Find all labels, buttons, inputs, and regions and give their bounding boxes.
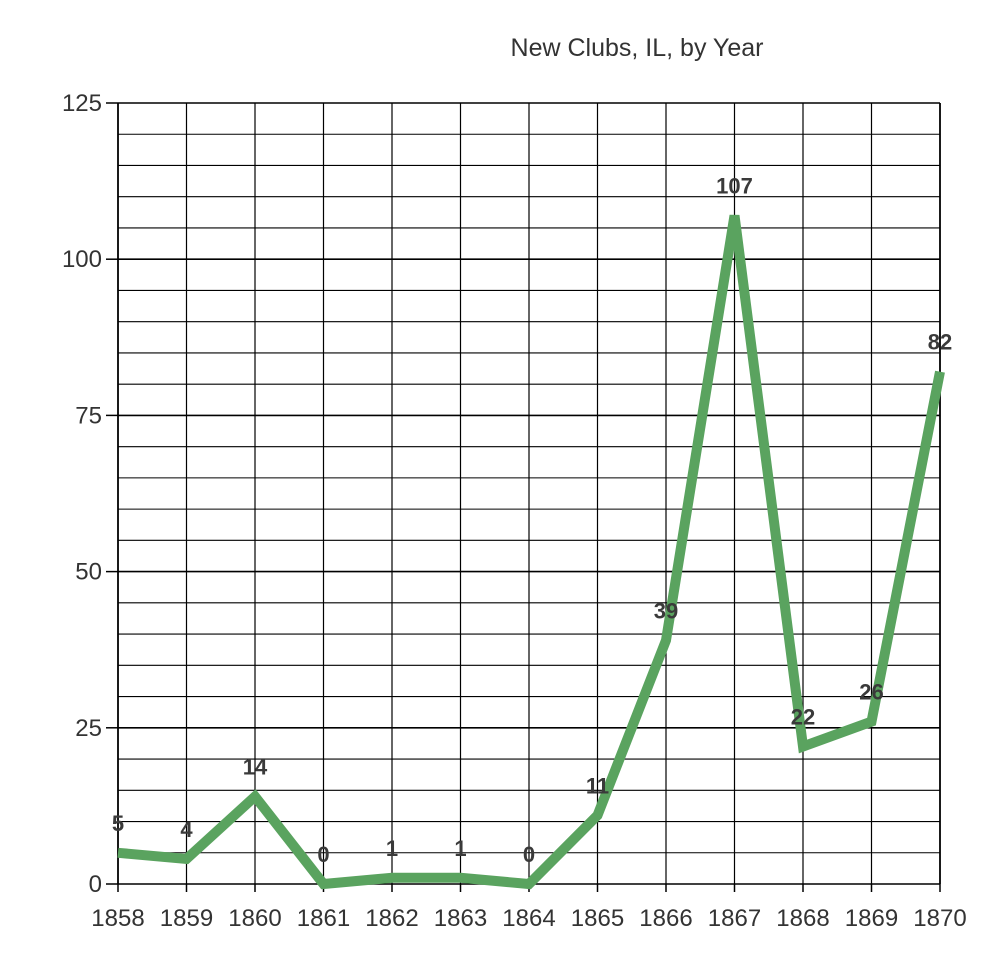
y-tick-label: 25 [75, 715, 102, 742]
data-label: 0 [523, 842, 535, 867]
y-tick-label: 125 [62, 90, 102, 117]
y-tick-label: 75 [75, 402, 102, 429]
x-tick-label: 1860 [228, 905, 281, 932]
x-tick-label: 1862 [365, 905, 418, 932]
x-tick-label: 1859 [160, 905, 213, 932]
x-tick-label: 1864 [502, 905, 555, 932]
data-label: 4 [180, 817, 193, 842]
x-tick-label: 1866 [639, 905, 692, 932]
data-label: 39 [654, 598, 678, 623]
x-tick-label: 1867 [708, 905, 761, 932]
data-label: 22 [791, 705, 815, 730]
data-label: 26 [859, 680, 883, 705]
x-tick-label: 1870 [913, 905, 966, 932]
chart-title: New Clubs, IL, by Year [511, 34, 764, 62]
x-tick-label: 1868 [776, 905, 829, 932]
y-tick-label: 50 [75, 559, 102, 586]
x-tick-label: 1865 [571, 905, 624, 932]
data-label: 14 [243, 755, 268, 780]
x-tick-label: 1869 [845, 905, 898, 932]
data-label: 5 [112, 811, 124, 836]
data-label: 1 [386, 836, 398, 861]
x-tick-label: 1863 [434, 905, 487, 932]
grid [117, 102, 941, 885]
data-label: 1 [454, 836, 466, 861]
data-label: 107 [716, 173, 753, 198]
y-tick-label: 0 [89, 871, 102, 898]
x-tick-label: 1858 [91, 905, 144, 932]
x-axis-ticks: 1858 1859 1860 1861 1862 1863 1864 1865 1866 1867… [91, 884, 967, 932]
data-label: 82 [928, 330, 952, 355]
y-axis-ticks: 0 25 50 75 100 125 [62, 90, 118, 898]
series-group [117, 214, 945, 890]
data-label: 11 [586, 773, 609, 798]
y-tick-label: 100 [62, 246, 102, 273]
data-label: 0 [317, 842, 329, 867]
x-tick-label: 1861 [297, 905, 350, 932]
